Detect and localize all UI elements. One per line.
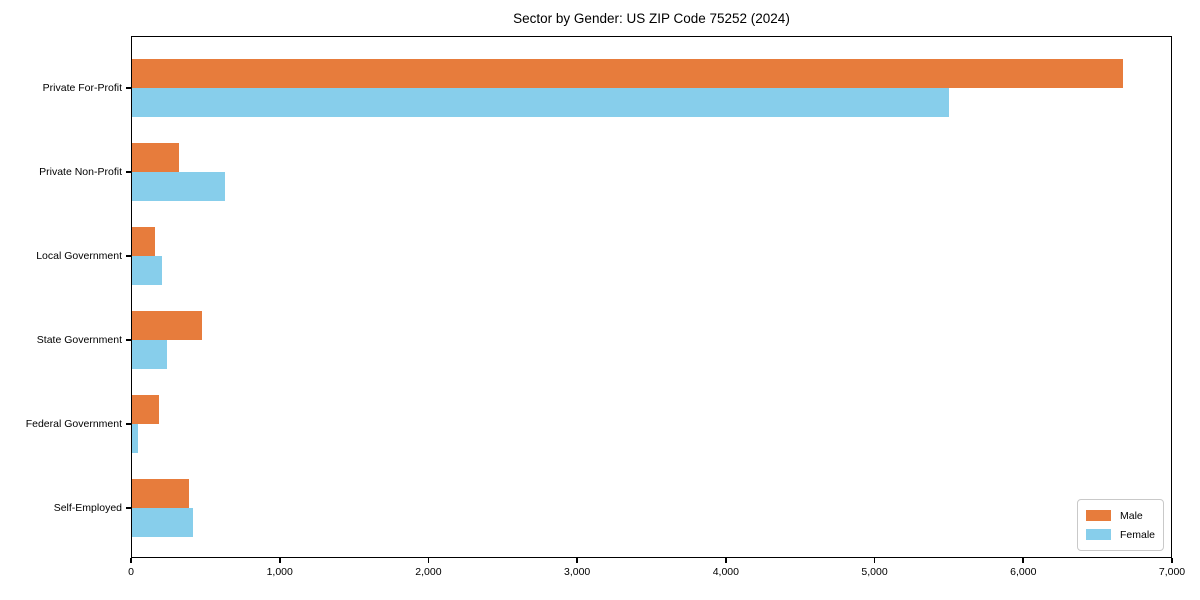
bar-male-private-non-profit <box>131 143 180 172</box>
chart-title: Sector by Gender: US ZIP Code 75252 (202… <box>513 11 790 26</box>
bar-male-state-government <box>131 311 203 340</box>
xtick-mark-2000 <box>427 558 430 563</box>
xtick-label-7000: 7,000 <box>1158 566 1186 578</box>
bar-male-local-government <box>131 227 155 256</box>
legend: Male Female <box>1077 499 1164 551</box>
male-legend-label: Male <box>1120 509 1143 522</box>
bar-female-private-non-profit <box>131 172 225 201</box>
female-legend-swatch <box>1086 529 1111 540</box>
bar-male-self-employed <box>131 479 189 508</box>
xtick-mark-1000 <box>278 558 281 563</box>
ytick-mark-private-non-profit <box>126 171 131 173</box>
ytick-mark-private-for-profit <box>126 87 131 89</box>
ytick-mark-federal-government <box>126 423 131 425</box>
xtick-label-1000: 1,000 <box>266 566 293 578</box>
bar-female-private-for-profit <box>131 88 949 117</box>
female-legend-label: Female <box>1120 528 1156 541</box>
bar-male-federal-government <box>131 395 160 424</box>
xtick-mark-5000 <box>873 558 876 563</box>
xtick-mark-7000 <box>1171 558 1173 563</box>
plot-area: Male Female <box>131 36 1172 558</box>
xtick-mark-0 <box>130 558 132 563</box>
legend-item-female: Female <box>1086 525 1155 544</box>
ytick-mark-state-government <box>126 339 131 341</box>
legend-item-male: Male <box>1086 506 1155 525</box>
ytick-label-state-government: State Government <box>36 334 122 346</box>
xtick-label-0: 0 <box>128 566 134 578</box>
bar-female-state-government <box>131 340 168 369</box>
xtick-label-2000: 2,000 <box>415 566 442 578</box>
bar-female-federal-government <box>131 424 139 453</box>
bar-female-local-government <box>131 256 163 285</box>
ytick-label-private-for-profit: Private For-Profit <box>42 82 122 94</box>
bar-female-self-employed <box>131 508 193 537</box>
xtick-label-4000: 4,000 <box>712 566 739 578</box>
bar-male-private-for-profit <box>131 59 1123 88</box>
xtick-label-5000: 5,000 <box>861 566 888 578</box>
ytick-label-federal-government: Federal Government <box>25 418 122 430</box>
xtick-label-3000: 3,000 <box>564 566 591 578</box>
xtick-mark-6000 <box>1022 558 1025 563</box>
xtick-mark-4000 <box>725 558 727 563</box>
xtick-label-6000: 6,000 <box>1010 566 1037 578</box>
xtick-mark-3000 <box>576 558 579 563</box>
ytick-mark-local-government <box>126 255 131 257</box>
male-legend-swatch <box>1086 510 1111 521</box>
ytick-label-private-non-profit: Private Non-Profit <box>39 166 122 178</box>
ytick-mark-self-employed <box>126 507 131 509</box>
ytick-label-self-employed: Self-Employed <box>53 502 122 514</box>
ytick-label-local-government: Local Government <box>36 250 122 262</box>
